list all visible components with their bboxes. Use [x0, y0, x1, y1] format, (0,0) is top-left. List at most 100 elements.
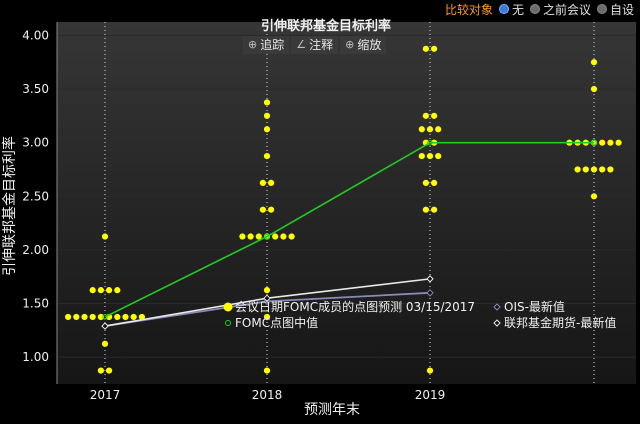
fomc-dot: [422, 112, 429, 119]
fomc-dot: [599, 139, 606, 146]
fomc-dot: [268, 179, 275, 186]
fomc-dot: [97, 367, 104, 374]
fomc-dot: [590, 85, 598, 93]
fomc-dot: [263, 313, 271, 321]
lines-layer: [101, 139, 597, 330]
y-tick-label: 2.00: [22, 243, 49, 257]
fomc-dot: [607, 166, 614, 173]
legend: 会议日期FOMC成员的点图预测 03/15/2017 OIS-最新值 FOMC点图中…: [223, 299, 616, 330]
y-tick-label: 2.50: [22, 189, 49, 203]
fomc-dot: [259, 206, 266, 213]
fomc-dot: [268, 206, 275, 213]
fomc-dot: [590, 59, 598, 66]
median-point: [591, 139, 597, 146]
compare-option-label: 自设: [609, 2, 634, 17]
fomc-dot: [607, 139, 614, 146]
fomc-dot: [431, 112, 438, 119]
fomc-dot: [280, 233, 287, 240]
legend-futures-marker: [493, 319, 501, 327]
compare-option-none[interactable]: 无: [498, 1, 524, 18]
fomc-dot: [81, 313, 88, 321]
annotate-button[interactable]: ∠ 注释: [291, 36, 339, 54]
fomc-dot: [272, 233, 279, 240]
fomc-dot: [435, 152, 442, 160]
zoom-icon: ⊕: [345, 38, 355, 51]
annotate-label: 注释: [309, 38, 334, 52]
legend-dot-marker: [223, 302, 233, 312]
fomc-dot: [435, 126, 442, 133]
fomc-dot: [422, 179, 429, 186]
fomc-dot: [431, 179, 438, 186]
pencil-icon: ∠: [296, 38, 307, 51]
fomc-dot: [599, 166, 606, 173]
y-tick-label: 3.50: [22, 82, 49, 96]
compare-bar: 比较对象 无 之前会议 自设: [439, 0, 640, 18]
fomc-dot: [263, 152, 271, 160]
fomc-dot: [574, 166, 581, 173]
legend-label: 会议日期FOMC成员的点图预测 03/15/2017: [235, 299, 475, 314]
fomc-dot: [106, 367, 113, 374]
crosshair-icon: ⊕: [248, 38, 258, 51]
median-point: [427, 139, 433, 146]
compare-option-label: 无: [511, 2, 524, 17]
radio-icon[interactable]: [529, 4, 540, 14]
x-tick-label: 2018: [252, 388, 283, 402]
compare-option-custom[interactable]: 自设: [596, 1, 634, 18]
legend-median-marker: [225, 320, 231, 326]
compare-option-previous-meeting[interactable]: 之前会议: [529, 1, 591, 18]
fomc-dot: [247, 233, 254, 240]
plot-area: [57, 22, 636, 384]
ois-point: [426, 289, 434, 297]
compare-label: 比较对象: [444, 2, 493, 17]
futures-point: [426, 275, 434, 283]
fomc-dot: [263, 367, 271, 374]
fomc-dot: [130, 313, 137, 321]
fomc-dot: [239, 233, 246, 240]
fomc-dot: [263, 126, 271, 133]
fomc-dot: [422, 45, 429, 52]
x-tick-label: 2019: [415, 388, 446, 402]
radio-icon[interactable]: [596, 4, 607, 14]
y-tick-label: 1.00: [22, 350, 49, 364]
fomc-dot: [263, 287, 271, 294]
fomc-dot: [97, 313, 104, 321]
fomc-dot: [418, 126, 425, 133]
fomc-dot: [73, 313, 80, 321]
fomc-dot: [89, 313, 96, 321]
fomc-dot: [65, 313, 72, 321]
fomc-dot: [590, 193, 598, 200]
legend-label: 联邦基金期货-最新值: [504, 315, 616, 330]
zoom-label: 缩放: [357, 38, 382, 52]
fomc-dot: [114, 287, 121, 294]
x-axis-label: 预测年末: [304, 402, 360, 418]
median-point: [264, 233, 270, 240]
fomc-dot: [255, 233, 262, 240]
fomc-dot: [89, 287, 96, 294]
fomc-dot: [418, 152, 425, 160]
fomc-dot: [426, 152, 434, 160]
track-button[interactable]: ⊕ 追踪: [243, 36, 290, 54]
y-tick-label: 4.00: [22, 28, 49, 42]
fomc-dot: [426, 367, 434, 374]
y-axis-label: 引伸联邦基金目标利率: [1, 136, 18, 276]
radio-icon-selected[interactable]: [498, 4, 509, 14]
fomc-dot: [426, 126, 434, 133]
futures-point: [263, 294, 271, 302]
fomc-dot: [582, 166, 589, 173]
compare-option-label: 之前会议: [542, 2, 591, 17]
y-tick-label: 1.50: [22, 297, 49, 311]
legend-ois-marker: [493, 303, 501, 311]
grid-layer: [57, 22, 636, 384]
futures-point: [101, 322, 109, 330]
fomc-dot: [138, 313, 145, 321]
fomc-dot: [114, 313, 121, 321]
track-label: 追踪: [260, 38, 285, 52]
fomc-dot: [431, 45, 438, 52]
fomc-dot: [615, 139, 622, 146]
median-line: [104, 141, 594, 318]
fomc-dot: [122, 313, 129, 321]
zoom-button[interactable]: ⊕ 缩放: [340, 36, 387, 54]
axes-layer: 1.00 1.50 2.00 2.50 3.00 3.50 4.00 2017 2018 2019: [22, 22, 445, 402]
fomc-dot: [263, 99, 271, 106]
